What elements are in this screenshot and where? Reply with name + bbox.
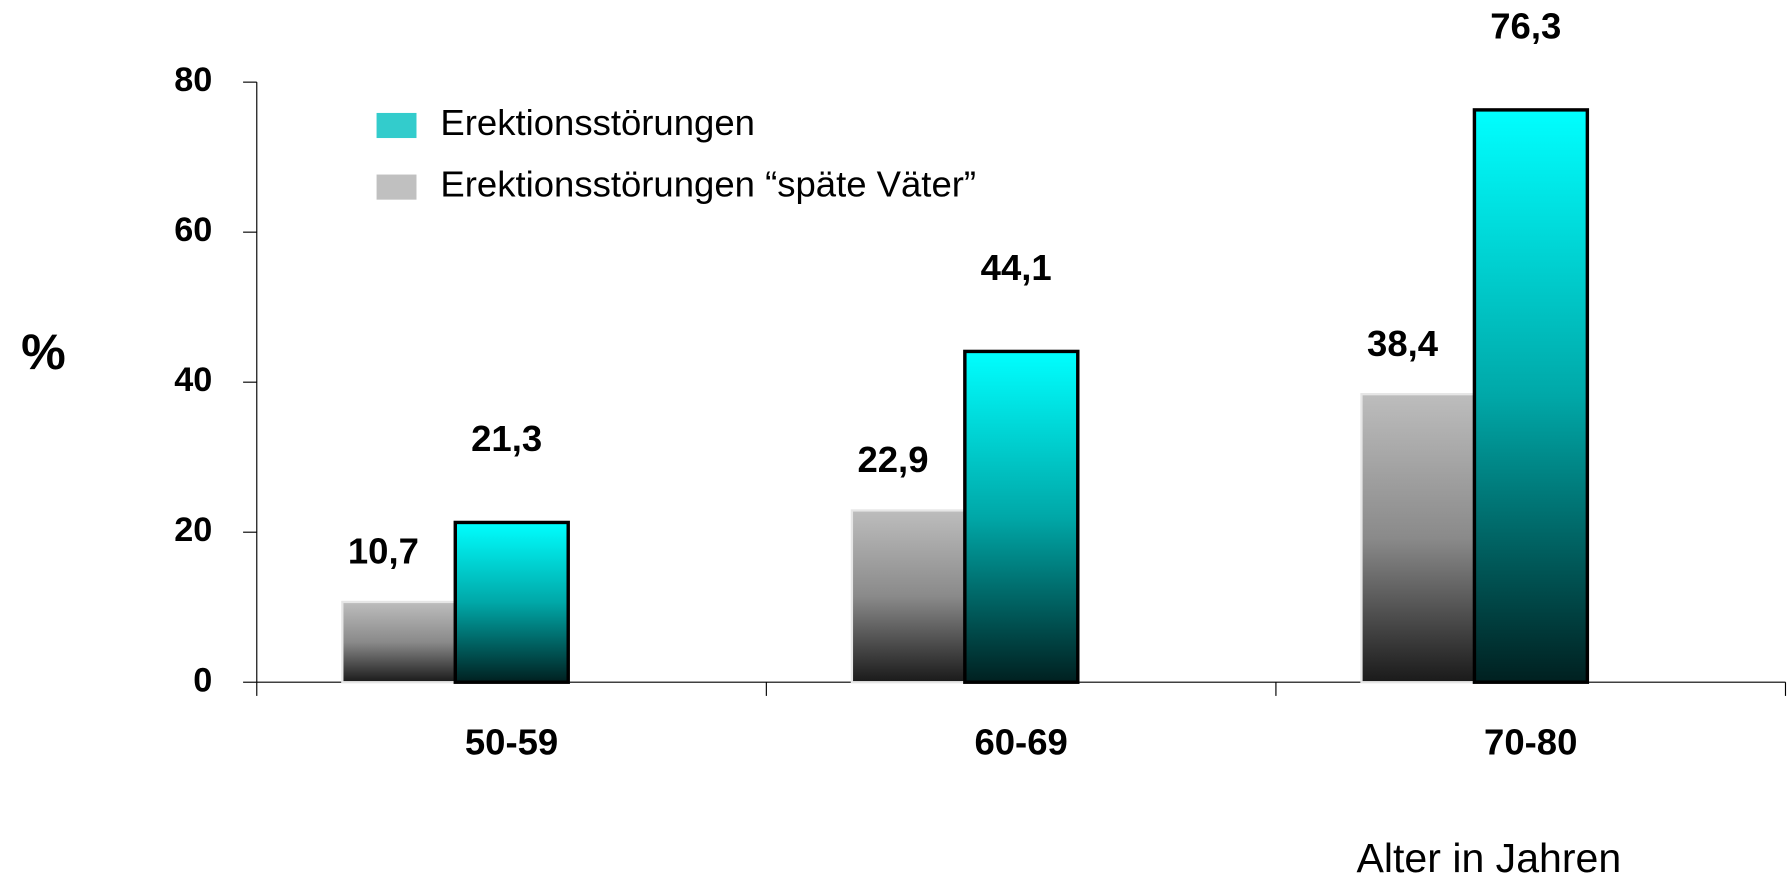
y-tick-label: 60	[174, 211, 212, 249]
x-axis-label: Alter in Jahren	[1357, 835, 1622, 881]
legend-swatch	[376, 112, 417, 139]
y-tick-label: 20	[174, 511, 212, 549]
bar	[1472, 108, 1590, 684]
value-label: 21,3	[471, 418, 542, 459]
value-label: 38,4	[1367, 323, 1439, 364]
legend-label: Erektionsstörungen	[440, 102, 755, 143]
value-label: 10,7	[348, 531, 419, 572]
y-tick-label: 80	[174, 61, 212, 99]
y-tick-label: 0	[193, 661, 212, 699]
value-label: 76,3	[1490, 6, 1561, 47]
bar	[963, 349, 1080, 684]
value-label: 22,9	[857, 439, 928, 480]
x-tick-label: 70-80	[1484, 722, 1577, 763]
x-tick-label: 60-69	[974, 722, 1067, 763]
legend-swatch	[376, 174, 417, 200]
value-label: 44,1	[981, 247, 1052, 288]
x-tick-label: 50-59	[465, 722, 558, 763]
bar	[850, 509, 966, 684]
bar	[1360, 393, 1476, 684]
bar	[453, 520, 570, 684]
bar	[341, 600, 457, 684]
y-tick-label: 40	[174, 361, 212, 399]
legend-label: Erektionsstörungen “späte Väter”	[440, 164, 976, 205]
y-axis-label: %	[21, 324, 66, 380]
